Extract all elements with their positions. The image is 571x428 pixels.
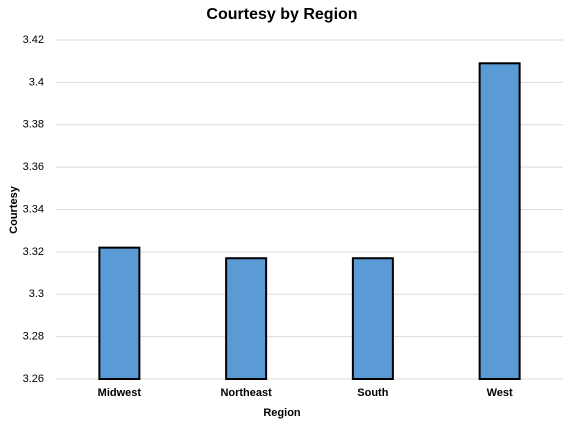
chart-title: Courtesy by Region bbox=[206, 6, 357, 23]
y-tick-label: 3.4 bbox=[29, 76, 44, 88]
bar bbox=[225, 257, 268, 381]
bar bbox=[351, 257, 394, 381]
x-tick-label: Northeast bbox=[220, 387, 272, 399]
x-axis-title: Region bbox=[263, 407, 301, 419]
y-tick-label: 3.34 bbox=[23, 203, 44, 215]
y-tick-label: 3.3 bbox=[29, 288, 44, 300]
x-tick-label: Midwest bbox=[98, 387, 142, 399]
x-tick-label: South bbox=[357, 387, 388, 399]
y-axis-title: Courtesy bbox=[8, 185, 20, 234]
x-tick-label: West bbox=[487, 387, 513, 399]
y-tick-label: 3.36 bbox=[23, 161, 44, 173]
y-tick-label: 3.26 bbox=[23, 373, 44, 385]
y-tick-label: 3.28 bbox=[23, 331, 44, 343]
bar bbox=[98, 246, 141, 380]
bar bbox=[478, 62, 521, 381]
y-tick-label: 3.32 bbox=[23, 246, 44, 258]
y-tick-label: 3.38 bbox=[23, 119, 44, 131]
y-tick-label: 3.42 bbox=[23, 34, 44, 46]
